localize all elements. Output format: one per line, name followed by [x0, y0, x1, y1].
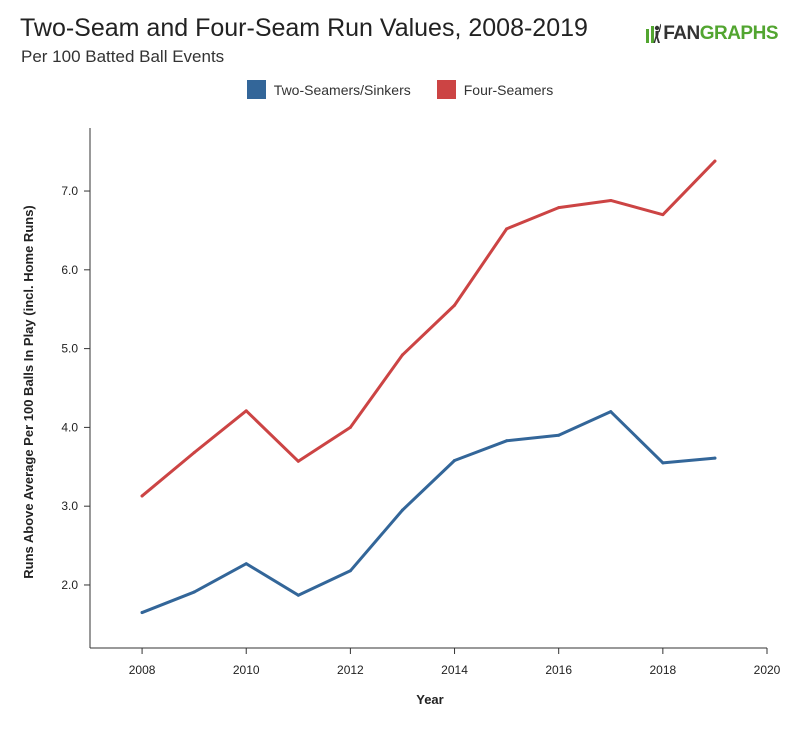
fangraphs-logo: FAN GRAPHS [645, 22, 779, 46]
y-tick-label: 5.0 [61, 342, 78, 356]
axes: 2008 2010 2012 2014 2016 2018 2020 2.0 3.0 4.0 5.0… [61, 128, 781, 677]
data-point[interactable] [505, 227, 509, 231]
data-point[interactable] [505, 439, 509, 443]
x-axis-title: Year [416, 692, 443, 707]
data-point[interactable] [348, 569, 352, 573]
series-line-four-seamers[interactable] [140, 159, 717, 498]
legend-item-four-seamers[interactable]: Four-Seamers [436, 80, 554, 99]
logo-text-fan: FAN [663, 23, 700, 44]
y-tick-label: 7.0 [61, 184, 78, 198]
y-tick-label: 6.0 [61, 263, 78, 277]
series-layer [140, 159, 717, 615]
data-point[interactable] [453, 458, 457, 462]
chart-subtitle: Per 100 Batted Ball Events [21, 47, 225, 66]
data-point[interactable] [661, 213, 665, 217]
series-line-two-seamers[interactable] [140, 410, 717, 615]
x-tick-label: 2008 [129, 663, 156, 677]
data-point[interactable] [140, 494, 144, 498]
data-point[interactable] [453, 303, 457, 307]
data-point[interactable] [400, 353, 404, 357]
data-point[interactable] [713, 456, 717, 460]
legend-label-two-seamers: Two-Seamers/Sinkers [273, 81, 411, 98]
legend-label-four-seamers: Four-Seamers [463, 81, 554, 98]
x-tick-label: 2012 [337, 663, 364, 677]
data-point[interactable] [557, 206, 561, 210]
legend-swatch-two-seamers [246, 80, 266, 99]
y-tick-label: 4.0 [61, 420, 78, 434]
data-point[interactable] [244, 409, 248, 413]
y-axis-title: Runs Above Average Per 100 Balls In Play… [21, 205, 36, 579]
data-point[interactable] [192, 451, 196, 455]
x-tick-label: 2016 [545, 663, 572, 677]
logo-text-graphs: GRAPHS [699, 23, 779, 44]
y-tick-label: 2.0 [61, 578, 78, 592]
y-tick-label: 3.0 [61, 499, 78, 513]
legend-swatch-four-seamers [436, 80, 456, 99]
data-point[interactable] [192, 590, 196, 594]
x-tick-label: 2020 [754, 663, 781, 677]
data-point[interactable] [244, 562, 248, 566]
chart-title: Two-Seam and Four-Seam Run Values, 2008-… [20, 14, 588, 42]
data-point[interactable] [713, 159, 717, 163]
x-tick-label: 2018 [649, 663, 676, 677]
legend: Two-Seamers/Sinkers Four-Seamers [0, 80, 800, 99]
data-point[interactable] [348, 425, 352, 429]
x-tick-label: 2014 [441, 663, 468, 677]
data-point[interactable] [609, 198, 613, 202]
legend-item-two-seamers[interactable]: Two-Seamers/Sinkers [246, 80, 411, 99]
data-point[interactable] [609, 410, 613, 414]
data-point[interactable] [296, 459, 300, 463]
data-point[interactable] [140, 611, 144, 615]
data-point[interactable] [296, 593, 300, 597]
batter-icon [646, 23, 662, 43]
data-point[interactable] [400, 508, 404, 512]
data-point[interactable] [557, 433, 561, 437]
data-point[interactable] [661, 461, 665, 465]
x-tick-label: 2010 [233, 663, 260, 677]
